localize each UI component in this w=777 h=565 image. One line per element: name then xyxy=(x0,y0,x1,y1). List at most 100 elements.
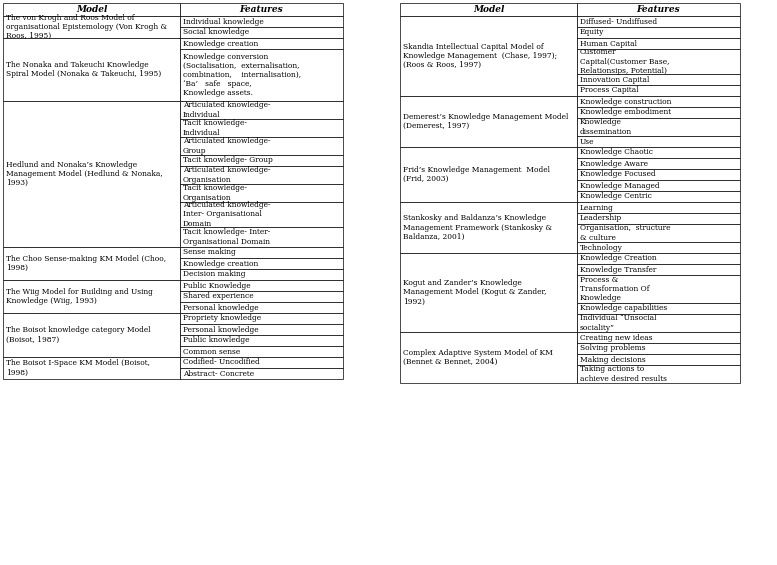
Bar xyxy=(577,275,740,303)
Bar xyxy=(577,158,740,169)
Text: Solving problems: Solving problems xyxy=(580,345,646,353)
Bar xyxy=(577,191,740,202)
Bar xyxy=(577,365,740,383)
Bar xyxy=(3,101,180,247)
Text: Individual “Unsocial
sociality”: Individual “Unsocial sociality” xyxy=(580,314,657,332)
Text: Decision making: Decision making xyxy=(183,271,246,279)
Text: Diffused- Undiffused: Diffused- Undiffused xyxy=(580,18,657,25)
Bar xyxy=(180,155,343,166)
Bar xyxy=(180,269,343,280)
Text: Frid’s Knowledge Management  Model
(Frid, 2003): Frid’s Knowledge Management Model (Frid,… xyxy=(403,166,550,183)
Text: Leadership: Leadership xyxy=(580,215,622,223)
Text: Kogut and Zander’s Knowledge
Management Model (Kogut & Zander,
1992): Kogut and Zander’s Knowledge Management … xyxy=(403,279,546,306)
Text: Use: Use xyxy=(580,137,594,146)
Text: Articulated knowledge-
Individual: Articulated knowledge- Individual xyxy=(183,101,270,119)
Text: Tacit knowledge- Group: Tacit knowledge- Group xyxy=(183,157,273,164)
Text: The Choo Sense-making KM Model (Choo,
1998): The Choo Sense-making KM Model (Choo, 19… xyxy=(6,255,166,272)
Bar xyxy=(400,3,577,16)
Bar xyxy=(577,314,740,332)
Text: Knowledge Centric: Knowledge Centric xyxy=(580,193,652,201)
Bar xyxy=(180,357,343,368)
Bar xyxy=(577,213,740,224)
Text: Customer
Capital(Customer Base,
Relationsips, Potential): Customer Capital(Customer Base, Relation… xyxy=(580,48,670,75)
Text: Model: Model xyxy=(76,5,107,14)
Text: Demerest’s Knowledge Management Model
(Demerest, 1997): Demerest’s Knowledge Management Model (D… xyxy=(403,113,568,130)
Text: Complex Adaptive System Model of KM
(Bennet & Bennet, 2004): Complex Adaptive System Model of KM (Ben… xyxy=(403,349,553,366)
Text: Articulated knowledge-
Inter- Organisational
Domain: Articulated knowledge- Inter- Organisati… xyxy=(183,201,270,228)
Text: Articulated knowledge-
Organisation: Articulated knowledge- Organisation xyxy=(183,167,270,184)
Text: Public knowledge: Public knowledge xyxy=(183,337,249,345)
Text: Common sense: Common sense xyxy=(183,347,240,355)
Bar xyxy=(180,101,343,119)
Bar xyxy=(577,224,740,242)
Bar xyxy=(400,96,577,147)
Text: Personal knowledge: Personal knowledge xyxy=(183,325,259,333)
Text: Technology: Technology xyxy=(580,244,623,251)
Bar xyxy=(400,253,577,332)
Bar xyxy=(180,247,343,258)
Text: Knowledge Chaotic: Knowledge Chaotic xyxy=(580,149,653,157)
Bar xyxy=(3,357,180,379)
Bar xyxy=(180,258,343,269)
Text: Codified- Uncodified: Codified- Uncodified xyxy=(183,359,260,367)
Text: Making decisions: Making decisions xyxy=(580,355,646,363)
Text: Learning: Learning xyxy=(580,203,614,211)
Bar xyxy=(577,332,740,343)
Text: Organisation,  structure
& culture: Organisation, structure & culture xyxy=(580,224,671,242)
Text: Model: Model xyxy=(473,5,504,14)
Bar xyxy=(180,49,343,101)
Bar xyxy=(180,27,343,38)
Text: Knowledge Creation: Knowledge Creation xyxy=(580,254,657,263)
Text: Knowledge Transfer: Knowledge Transfer xyxy=(580,266,657,273)
Bar xyxy=(180,119,343,137)
Bar xyxy=(180,291,343,302)
Bar xyxy=(577,49,740,74)
Bar xyxy=(180,202,343,227)
Bar xyxy=(3,280,180,313)
Bar xyxy=(577,303,740,314)
Bar xyxy=(180,166,343,184)
Text: Skandia Intellectual Capital Model of
Knowledge Management  (Chase, 1997);
(Roos: Skandia Intellectual Capital Model of Kn… xyxy=(403,43,557,69)
Bar xyxy=(577,74,740,85)
Text: Hedlund and Nonaka’s Knowledge
Management Model (Hedlund & Nonaka,
1993): Hedlund and Nonaka’s Knowledge Managemen… xyxy=(6,161,162,187)
Bar xyxy=(180,335,343,346)
Text: Propriety knowledge: Propriety knowledge xyxy=(183,315,261,323)
Text: Tacit knowledge- Inter-
Organisational Domain: Tacit knowledge- Inter- Organisational D… xyxy=(183,228,270,246)
Bar xyxy=(180,227,343,247)
Text: Tacit knowledge-
Organisation: Tacit knowledge- Organisation xyxy=(183,184,247,202)
Bar xyxy=(577,343,740,354)
Text: Social knowledge: Social knowledge xyxy=(183,28,249,37)
Text: Knowledge Focused: Knowledge Focused xyxy=(580,171,656,179)
Text: Articulated knowledge-
Group: Articulated knowledge- Group xyxy=(183,137,270,155)
Bar xyxy=(3,313,180,357)
Text: Process Capital: Process Capital xyxy=(580,86,639,94)
Text: Features: Features xyxy=(636,5,681,14)
Text: Features: Features xyxy=(239,5,284,14)
Text: The von Krogh and Roos Model of
organisational Epistemology (Von Krogh &
Roos, 1: The von Krogh and Roos Model of organisa… xyxy=(6,14,167,40)
Text: Equity: Equity xyxy=(580,28,605,37)
Bar xyxy=(577,354,740,365)
Text: Knowledge construction: Knowledge construction xyxy=(580,98,671,106)
Text: Knowledge conversion
(Socialisation,  externalisation,
combination,    internali: Knowledge conversion (Socialisation, ext… xyxy=(183,53,301,97)
Bar xyxy=(180,346,343,357)
Bar xyxy=(577,169,740,180)
Bar xyxy=(577,85,740,96)
Text: Knowledge embodiment: Knowledge embodiment xyxy=(580,108,671,116)
Bar xyxy=(180,3,343,16)
Text: Creating new ideas: Creating new ideas xyxy=(580,333,653,341)
Bar xyxy=(577,136,740,147)
Text: Public Knowledge: Public Knowledge xyxy=(183,281,251,289)
Text: Stankosky and Baldanza’s Knowledge
Management Framework (Stankosky &
Baldanza, 2: Stankosky and Baldanza’s Knowledge Manag… xyxy=(403,214,552,241)
Text: Shared experience: Shared experience xyxy=(183,293,253,301)
Bar xyxy=(3,16,180,38)
Bar xyxy=(180,280,343,291)
Text: Tacit knowledge-
Individual: Tacit knowledge- Individual xyxy=(183,119,247,137)
Bar xyxy=(3,38,180,101)
Bar xyxy=(180,184,343,202)
Text: Knowledge
dissemination: Knowledge dissemination xyxy=(580,119,632,136)
Bar xyxy=(577,107,740,118)
Bar xyxy=(577,96,740,107)
Bar xyxy=(577,180,740,191)
Text: Personal knowledge: Personal knowledge xyxy=(183,303,259,311)
Text: Sense making: Sense making xyxy=(183,249,235,257)
